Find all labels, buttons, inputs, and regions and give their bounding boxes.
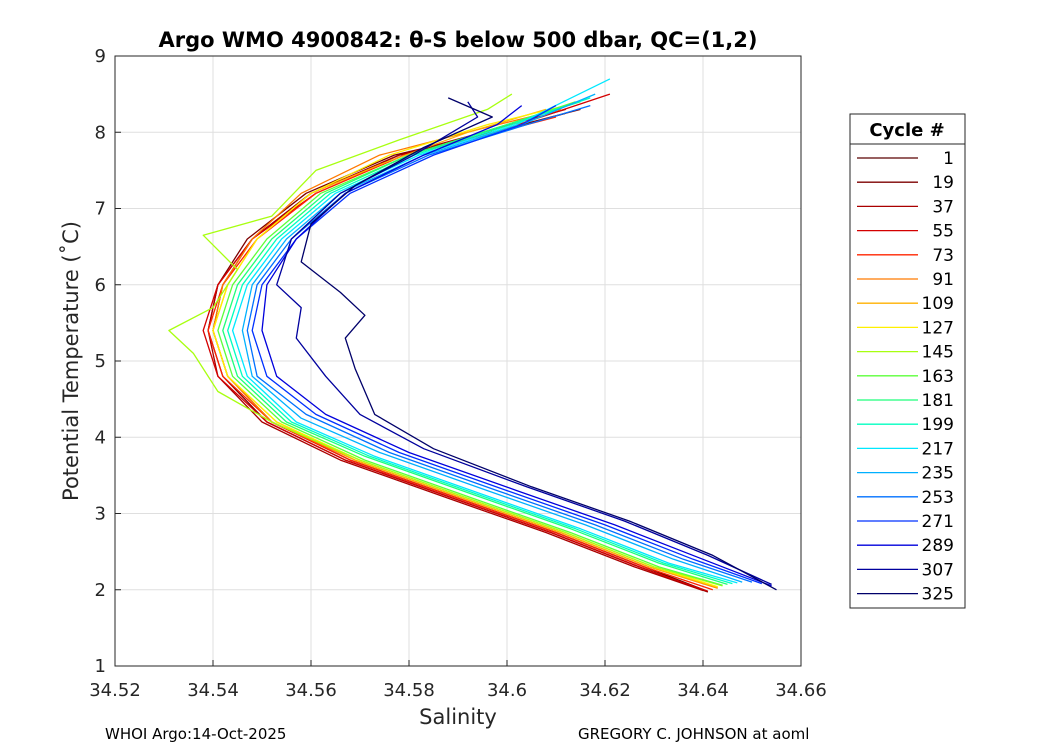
series-line-cycle-145: [168, 93, 723, 587]
legend-label-cycle-145: 145: [922, 343, 954, 363]
legend-label-cycle-181: 181: [922, 391, 954, 411]
legend-label-cycle-289: 289: [922, 536, 954, 556]
series-line-cycle-271: [251, 105, 763, 585]
plot-frame: [114, 55, 802, 667]
x-tick-label: 34.62: [579, 680, 631, 701]
legend-title: Cycle #: [869, 120, 944, 141]
x-tick-label: 34.54: [187, 680, 239, 701]
x-axis-label: Salinity: [419, 705, 497, 729]
legend-label-cycle-109: 109: [922, 294, 954, 314]
chart-title: Argo WMO 4900842: θ-S below 500 dbar, QC…: [159, 28, 758, 52]
y-tick-label: 5: [95, 351, 106, 372]
legend-label-cycle-19: 19: [932, 173, 954, 193]
y-tick-label: 2: [95, 580, 106, 601]
x-tick-label: 34.58: [383, 680, 435, 701]
y-tick-label: 3: [95, 504, 106, 525]
legend-items: 1 19 37 55 73 91 109 127 145 163 181 199 217 235 253 27…: [857, 149, 954, 605]
legend-label-cycle-271: 271: [922, 512, 954, 532]
x-tick-label: 34.6: [487, 680, 527, 701]
y-tick-label: 9: [95, 46, 106, 67]
y-tick-label: 4: [95, 427, 106, 448]
series-line-cycle-325: [300, 97, 777, 591]
legend-label-cycle-55: 55: [932, 222, 954, 242]
y-tick-label: 1: [95, 656, 106, 677]
y-tick-labels: 1 2 3 4 5 6 7 8 9: [95, 46, 106, 677]
legend: Cycle # 1 19 37 55 73 91 109 127 145 163 181 199 217…: [849, 113, 966, 609]
x-tick-label: 34.66: [775, 680, 827, 701]
y-tick-label: 6: [95, 275, 106, 296]
series-line-cycle-307: [276, 101, 772, 585]
legend-label-cycle-235: 235: [922, 464, 954, 484]
series-lines: [168, 78, 777, 593]
series-line-cycle-289: [261, 105, 772, 587]
legend-label-cycle-307: 307: [922, 560, 954, 580]
x-tick-labels: 34.52 34.54 34.56 34.58 34.6 34.62 34.64 34.66: [89, 680, 827, 701]
x-tick-label: 34.52: [89, 680, 141, 701]
legend-box: [849, 113, 966, 609]
legend-label-cycle-37: 37: [932, 197, 954, 217]
x-tick-label: 34.64: [677, 680, 729, 701]
series-line-cycle-37: [207, 108, 704, 592]
legend-label-cycle-91: 91: [932, 270, 954, 290]
footer-right: GREGORY C. JOHNSON at aoml: [578, 725, 810, 743]
legend-label-cycle-127: 127: [922, 318, 954, 338]
legend-label-cycle-217: 217: [922, 439, 954, 459]
plot-axes: 34.52 34.54 34.56 34.58 34.6 34.62 34.64 34.66 …: [89, 46, 827, 701]
y-axis-label: Potential Temperature (˚C): [59, 221, 83, 501]
series-line-cycle-217: [231, 78, 738, 584]
legend-label-cycle-163: 163: [922, 367, 954, 387]
legend-label-cycle-253: 253: [922, 488, 954, 508]
series-line-cycle-253: [246, 104, 753, 583]
x-tick-label: 34.56: [285, 680, 337, 701]
legend-label-cycle-1: 1: [943, 149, 954, 169]
y-tick-label: 8: [95, 122, 106, 143]
legend-label-cycle-199: 199: [922, 415, 954, 435]
legend-label-cycle-325: 325: [922, 585, 954, 605]
y-tick-label: 7: [95, 199, 106, 220]
series-line-cycle-181: [222, 101, 728, 586]
series-line-cycle-199: [227, 97, 733, 585]
legend-label-cycle-73: 73: [932, 246, 954, 266]
footer-left: WHOI Argo:14-Oct-2025: [105, 725, 287, 743]
